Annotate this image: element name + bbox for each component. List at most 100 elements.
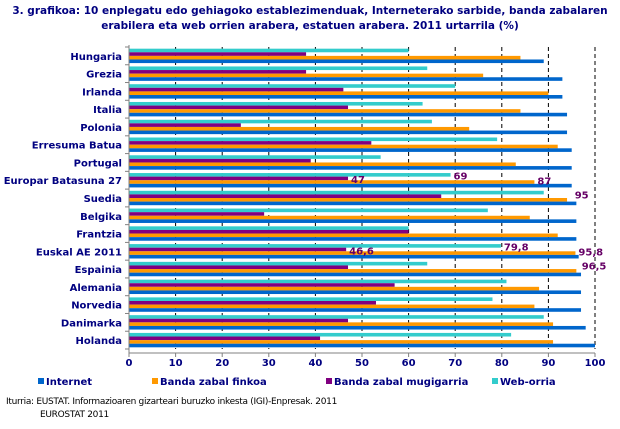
data-label: 95,8 [578,247,603,258]
x-tick-label: 20 [215,358,229,369]
bar [129,52,307,56]
bar [129,343,595,348]
x-tick-label: 90 [541,358,555,369]
bar [129,322,554,326]
bar [129,158,311,163]
data-label: 46,6 [349,246,374,257]
data-label: 79,8 [504,243,529,254]
x-tick-label: 30 [262,358,276,369]
category-label: Italia [93,105,122,116]
legend-swatch [152,378,158,384]
bar [129,251,576,255]
category-label: Irlanda [82,87,122,98]
bar [129,194,442,198]
chart-title: 3. grafikoa: 10 enplegatu edo gehiagoko … [0,4,620,34]
bar [129,162,516,167]
legend-swatch [38,378,44,384]
bar [129,233,558,238]
bar [129,176,349,181]
bar [129,87,344,92]
bar [129,144,558,149]
bar [129,190,544,195]
bar [129,77,563,81]
bar [129,48,409,53]
bar [129,297,493,301]
category-label: Suedia [84,194,122,205]
bar [129,226,409,230]
bar [129,212,265,216]
category-label: Erresuma Batua [32,141,122,152]
source-line-1: Iturria: EUSTAT. Informazioaren gizartea… [6,397,338,407]
bar [129,109,521,113]
bar [129,219,577,223]
category-label: Grezia [86,70,122,81]
category-label: Portugal [74,158,122,169]
title-line-1: 3. grafikoa: 10 enplegatu edo gehiagoko … [12,5,608,17]
x-tick-label: 50 [355,358,369,369]
bar [129,247,347,252]
bar [129,290,582,295]
category-label: Belgika [80,212,122,223]
legend-swatch [492,378,498,384]
legend-label: Internet [46,377,92,388]
legend-swatch [326,378,332,384]
bar [129,198,568,202]
category-label: Euskal AE 2011 [36,247,122,258]
bar [129,59,544,64]
x-tick-label: 60 [402,358,416,369]
data-label: 69 [454,172,468,183]
bar [129,237,577,241]
category-label: Polonia [80,123,122,134]
x-tick-label: 40 [308,358,322,369]
bar [129,180,535,184]
bar [129,208,488,213]
category-label: Hungaria [70,52,122,63]
category-label: Espainia [75,265,122,276]
data-label: 95 [575,190,589,201]
bar [129,130,568,135]
legend-label: Web-orria [500,377,556,388]
bar [129,318,349,323]
category-label: Holanda [76,336,122,347]
bar [129,55,521,60]
x-tick-label: 10 [169,358,183,369]
bar [129,173,451,177]
bar [129,269,577,273]
bar [129,148,572,152]
category-label: Frantzia [76,230,122,241]
bar [129,66,428,71]
category-label: Danimarka [61,318,122,329]
category-label: Alemania [70,283,122,294]
bar [129,279,507,284]
x-tick-label: 100 [585,358,606,369]
bar [129,315,544,319]
bar [129,283,395,287]
x-tick-label: 70 [448,358,462,369]
bar [129,73,484,78]
title-line-2: erabilera eta web orrien arabera, estatu… [101,20,519,32]
bar [129,201,577,206]
bar [129,304,535,309]
data-label: 47 [351,175,365,186]
category-label: Norvedia [71,301,122,312]
legend-label: Banda zabal finkoa [160,377,267,388]
bar [129,229,409,234]
bar [129,141,372,145]
bar [129,105,349,110]
bar [129,84,456,88]
bar [129,70,307,74]
bar [129,332,512,337]
category-label: Europar Batasuna 27 [4,176,122,187]
bar [129,265,349,270]
bar [129,308,582,312]
data-label: 87 [537,176,551,187]
bar [129,215,530,220]
bar [129,254,579,259]
bar [129,166,572,170]
bar [129,336,321,341]
legend-label: Banda zabal mugigarria [334,377,468,388]
data-label: 96,5 [582,261,607,272]
bar [129,137,498,142]
bar [129,95,563,99]
